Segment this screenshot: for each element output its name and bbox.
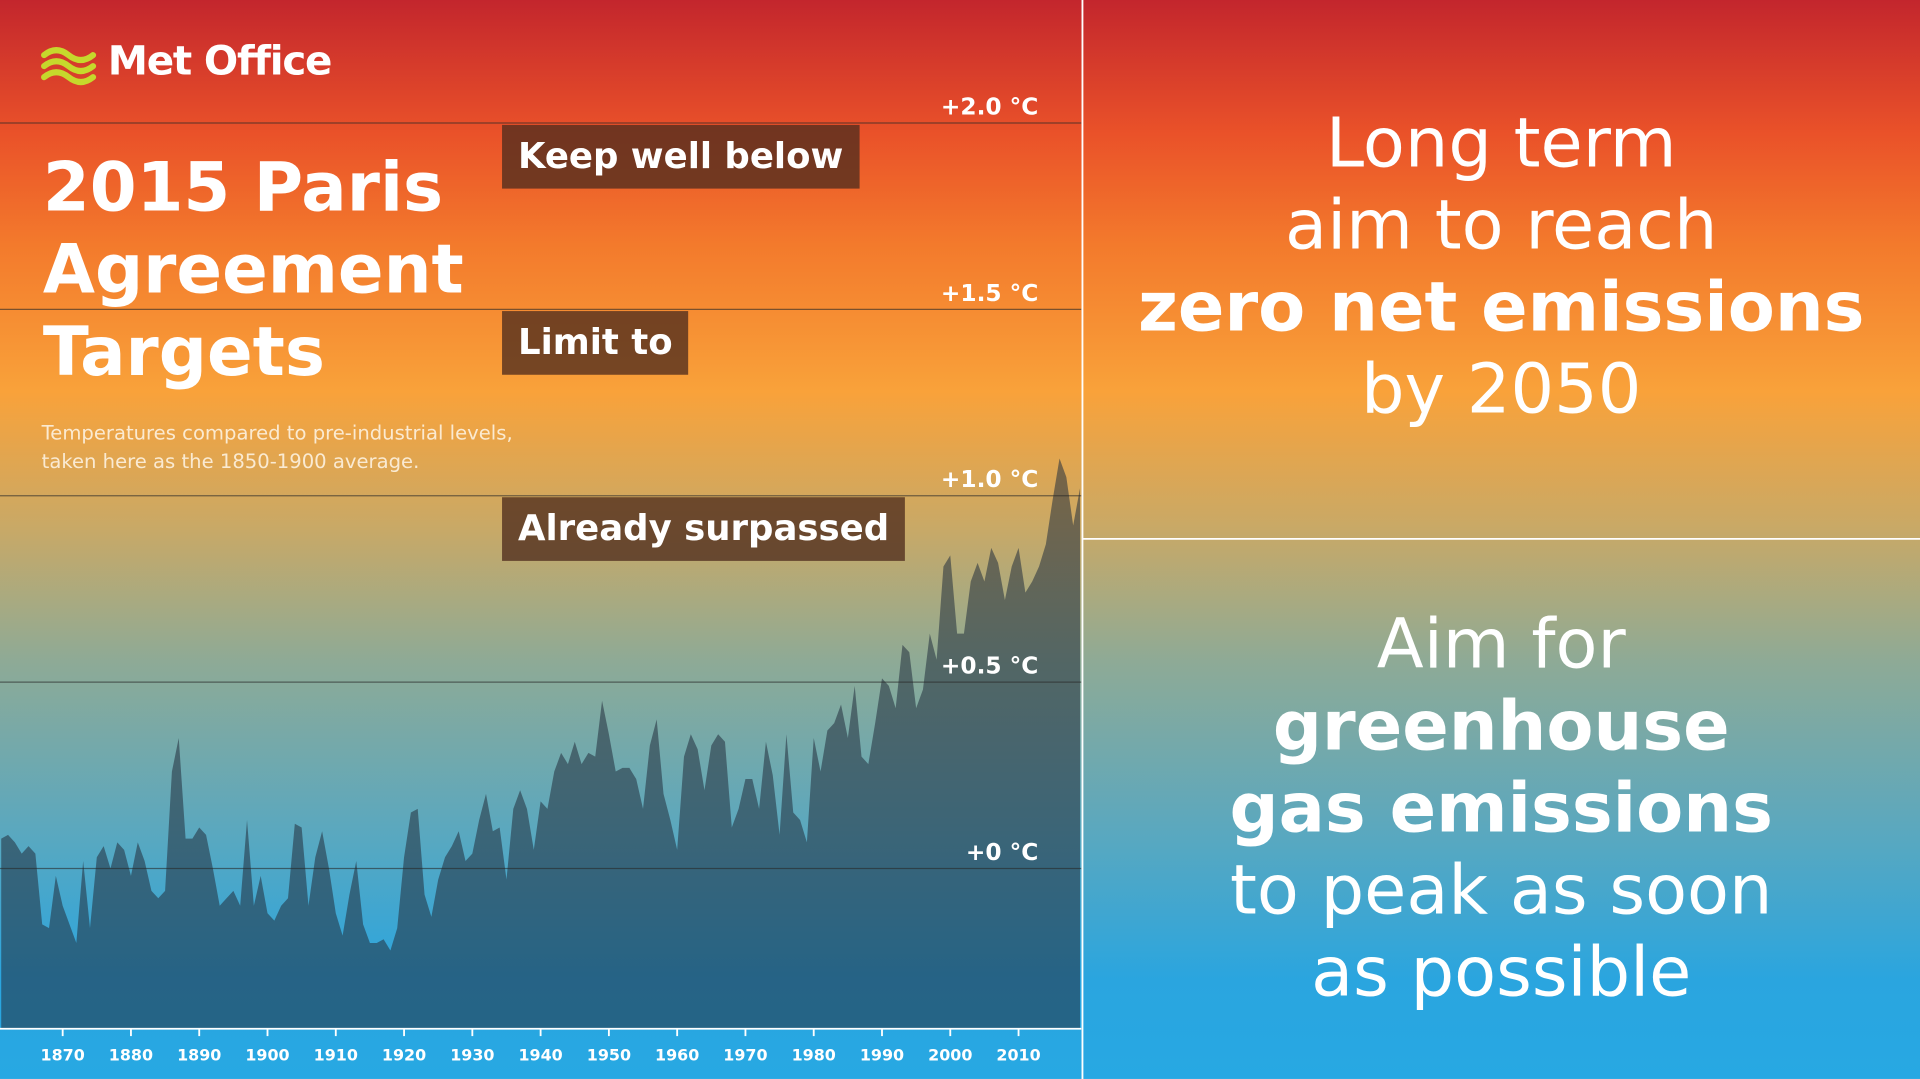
- x-tick-label: 1980: [792, 1046, 836, 1065]
- panel-line: as possible: [1311, 933, 1692, 1013]
- logo-icon: [41, 47, 97, 86]
- annotation: Already surpassed: [502, 497, 906, 561]
- plot: +0 °C +0.5 °C +1.0 °C +1.5 °C +2.0 °C 1870 188…: [0, 93, 1082, 1065]
- x-tick-label: 1960: [655, 1046, 699, 1065]
- logo: Met Office: [107, 36, 333, 85]
- x-tick-label: 1870: [41, 1046, 85, 1065]
- x-tick-label: 1990: [860, 1046, 904, 1065]
- panel-line: aim to reach: [1285, 186, 1718, 266]
- panel: Aim for greenhouse gas emissions to peak…: [1082, 604, 1920, 1014]
- panel-line: Aim for: [1376, 605, 1626, 685]
- x-tick-label: 1880: [109, 1046, 153, 1065]
- x-tick-label: 1900: [245, 1046, 289, 1065]
- y-tick-label: +1.0 °C: [941, 466, 1038, 493]
- y-tick-label: +2.0 °C: [941, 93, 1038, 120]
- subtitle: Temperatures compared to pre-industrial …: [41, 421, 513, 473]
- panel-line: gas emissions: [1229, 769, 1773, 849]
- panel: Long term aim to reach zero net emission…: [1082, 103, 1920, 431]
- panel-line: zero net emissions: [1137, 268, 1865, 348]
- y-tick-label: +0 °C: [966, 839, 1038, 866]
- x-tick-label: 1920: [382, 1046, 426, 1065]
- panel-line: greenhouse: [1272, 687, 1730, 767]
- x-tick-label: 1930: [450, 1046, 494, 1065]
- chart-title: 2015 Paris Agreement Targets: [42, 148, 464, 391]
- x-tick-label: 1940: [518, 1046, 562, 1065]
- x-tick-label: 1970: [723, 1046, 767, 1065]
- area: [1, 458, 1081, 1029]
- panel-line: Long term: [1325, 104, 1677, 184]
- panel-line: by 2050: [1361, 350, 1642, 430]
- x-tick-label: 1910: [314, 1046, 358, 1065]
- y-tick-label: +1.5 °C: [941, 280, 1038, 307]
- x-tick-label: 1950: [587, 1046, 631, 1065]
- x-tick-label: 1890: [177, 1046, 221, 1065]
- x-tick-label: 2000: [928, 1046, 972, 1065]
- annotation: Limit to: [502, 311, 689, 375]
- annotation: Keep well below: [502, 124, 860, 189]
- panel-line: to peak as soon: [1229, 851, 1773, 931]
- y-tick-label: +0.5 °C: [941, 653, 1038, 680]
- x-tick-label: 2010: [996, 1046, 1040, 1065]
